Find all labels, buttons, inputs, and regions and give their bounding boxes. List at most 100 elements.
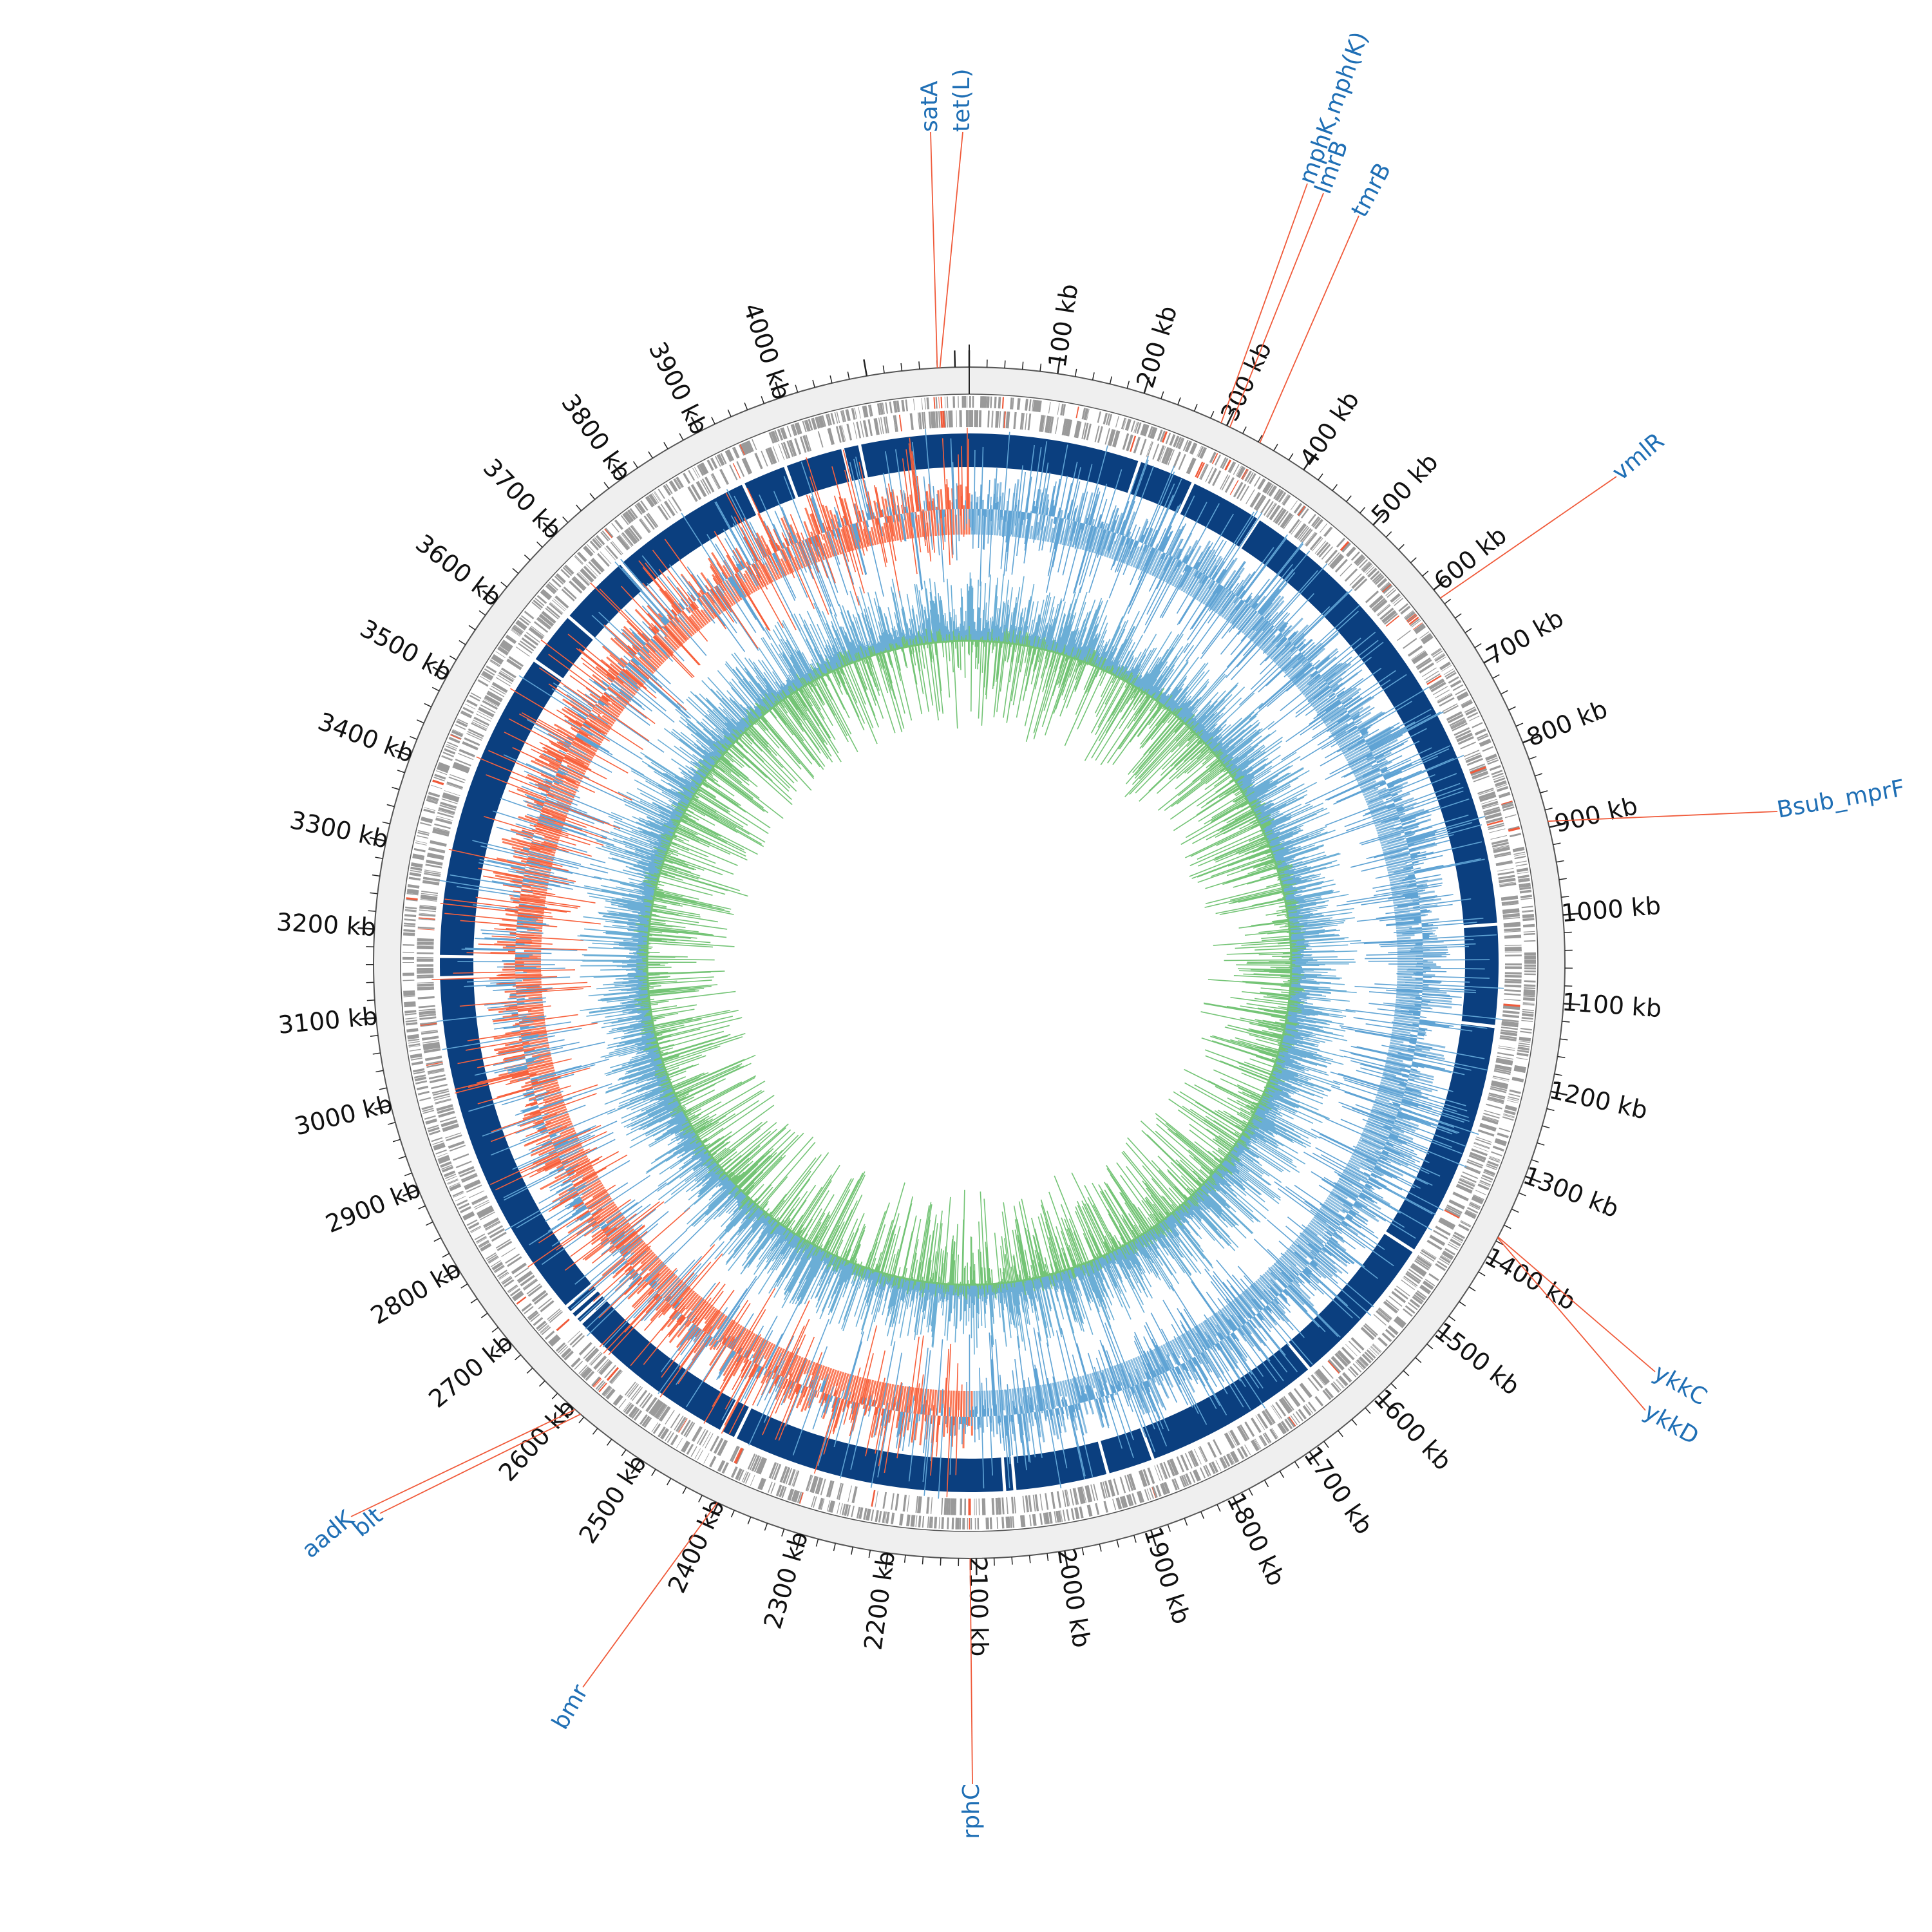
cds-feature	[1240, 1424, 1250, 1440]
cds-feature	[991, 1498, 995, 1515]
cds-feature	[913, 399, 915, 411]
cds-feature	[480, 1211, 495, 1220]
cds-feature	[1350, 551, 1360, 561]
cds-feature	[1328, 1359, 1341, 1374]
cds-feature	[1262, 1410, 1273, 1426]
cds-feature	[1425, 1278, 1435, 1287]
cds-feature	[549, 582, 558, 591]
cds-feature	[1487, 759, 1499, 765]
cds-feature	[474, 1233, 486, 1240]
cds-feature	[1376, 603, 1390, 616]
major-tick	[630, 1459, 641, 1474]
cds-feature	[429, 1077, 446, 1083]
cds-feature	[694, 1448, 701, 1459]
cds-feature	[1314, 1372, 1326, 1386]
cds-feature	[1479, 1125, 1496, 1132]
cds-feature	[536, 618, 551, 630]
cds-feature	[600, 551, 612, 565]
minor-tick	[1495, 1240, 1503, 1245]
cds-feature	[1504, 968, 1522, 969]
tick-label: 200 kb	[1131, 302, 1182, 391]
cds-feature	[1305, 1404, 1314, 1414]
cds-feature	[907, 1495, 910, 1512]
cds-feature	[501, 1247, 516, 1257]
cds-feature	[942, 1517, 943, 1530]
major-tick	[542, 522, 556, 536]
cds-feature	[830, 413, 835, 425]
cds-feature	[1104, 1501, 1109, 1513]
cds-feature	[433, 1144, 446, 1150]
cds-feature	[649, 1399, 661, 1415]
minor-tick	[833, 1543, 836, 1551]
cds-feature	[1258, 479, 1266, 490]
cds-feature	[539, 1325, 549, 1333]
cds-feature	[1448, 1242, 1459, 1249]
cds-feature	[940, 411, 943, 428]
cds-feature	[424, 807, 436, 811]
cds-feature	[1224, 477, 1234, 493]
cds-feature	[459, 1169, 475, 1177]
cds-feature	[1377, 1309, 1391, 1321]
cds-feature	[929, 1516, 933, 1529]
cds-feature	[1208, 1463, 1216, 1474]
cds-feature	[704, 477, 715, 493]
cds-feature	[876, 403, 881, 415]
cds-feature	[1305, 532, 1317, 546]
cds-feature	[405, 906, 417, 909]
cds-feature	[775, 1484, 782, 1497]
tick-label: 3900 kb	[643, 337, 714, 439]
minor-tick	[1464, 628, 1472, 634]
cds-feature	[1444, 1247, 1456, 1256]
cds-feature	[805, 435, 812, 451]
tick-label: 500 kb	[1366, 448, 1444, 529]
cds-feature	[933, 397, 936, 409]
cds-feature	[1197, 446, 1204, 458]
cds-feature	[1405, 1305, 1415, 1314]
cds-feature	[828, 428, 835, 445]
cds-feature	[1504, 929, 1521, 932]
cds-feature	[1519, 886, 1531, 888]
cds-feature	[1315, 1370, 1328, 1385]
cds-feature	[1372, 1343, 1382, 1352]
cds-feature	[422, 1108, 434, 1112]
cds-feature	[553, 598, 567, 611]
cds-feature	[1504, 927, 1521, 931]
cds-feature	[486, 665, 497, 674]
cds-feature	[645, 1397, 657, 1412]
cds-feature	[1347, 1368, 1357, 1378]
minor-tick	[1542, 1125, 1550, 1129]
cds-feature	[926, 397, 930, 410]
cds-feature	[597, 1358, 609, 1372]
cds-feature	[1207, 1441, 1217, 1458]
gene-label: blt	[348, 1502, 388, 1542]
cds-feature	[770, 431, 777, 443]
cds-feature	[1504, 976, 1522, 978]
cds-feature	[1056, 1491, 1062, 1508]
cds-feature	[660, 504, 671, 518]
cds-feature	[803, 435, 810, 452]
minor-tick	[1294, 1461, 1300, 1469]
cds-feature	[1041, 415, 1045, 432]
cds-feature	[919, 412, 922, 430]
cds-feature	[641, 1394, 653, 1409]
cds-feature	[625, 529, 638, 544]
cds-feature	[1466, 1160, 1483, 1169]
cds-feature	[915, 1496, 918, 1513]
cds-feature	[678, 1418, 688, 1434]
cds-feature	[1287, 1417, 1296, 1428]
cds-feature	[497, 1269, 507, 1278]
cds-feature	[1504, 1109, 1516, 1114]
cds-feature	[431, 1083, 448, 1088]
cds-feature	[996, 1517, 999, 1529]
cds-feature	[1205, 1464, 1211, 1476]
cds-feature	[499, 1273, 509, 1280]
cds-feature	[545, 607, 559, 620]
major-tick	[482, 590, 497, 602]
cds-feature	[1224, 1433, 1235, 1449]
cds-feature	[1316, 1369, 1329, 1384]
cds-feature	[1358, 1357, 1368, 1367]
cds-feature	[475, 1236, 487, 1243]
cds-feature	[1388, 1325, 1399, 1334]
cds-feature	[1477, 788, 1494, 795]
cds-feature	[1483, 1112, 1500, 1119]
